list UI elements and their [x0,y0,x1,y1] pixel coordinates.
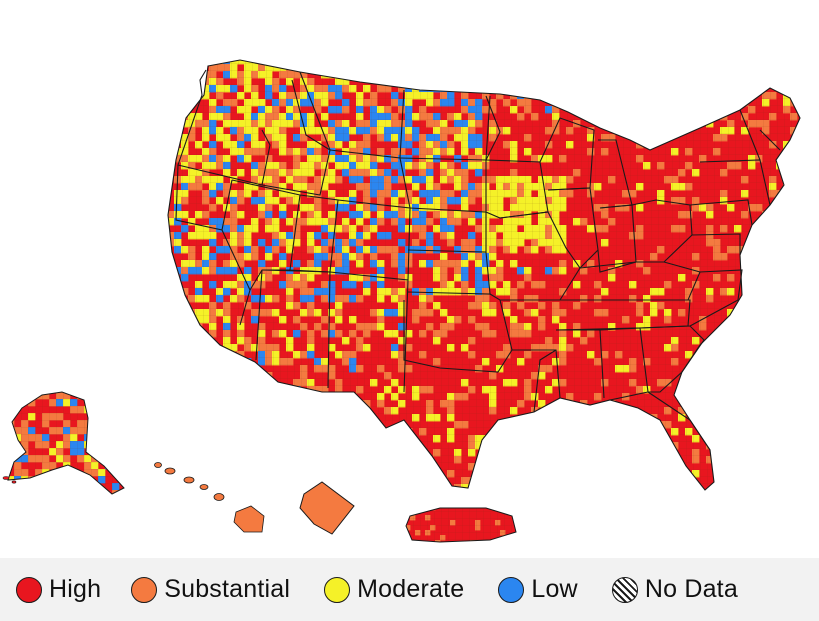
legend-item-high[interactable]: High [16,575,101,604]
state-borders [167,59,801,491]
puerto-rico-region [406,508,516,542]
alaska-outline [7,391,125,495]
guam-region [300,482,354,534]
legend-label-no-data: No Data [644,575,738,603]
moderate-circle-icon [324,576,351,603]
alaska-region [8,392,124,494]
us-county-map [2,59,801,543]
legend-item-substantial[interactable]: Substantial [131,575,290,604]
map-legend: High Substantial Moderate Low No Data [0,558,819,621]
legend-label-substantial: Substantial [164,575,291,603]
high-circle-icon [16,576,42,603]
legend-item-no-data[interactable]: No Data [611,575,738,604]
legend-item-moderate[interactable]: Moderate [324,575,464,604]
low-circle-icon [498,576,525,603]
hawaii-islands [154,462,265,533]
substantial-circle-icon [131,576,158,603]
hatched-circle-icon [611,576,638,603]
legend-label-low: Low [531,575,578,603]
legend-item-low[interactable]: Low [498,575,578,604]
guam-outline [299,481,355,535]
legend-label-high: High [49,575,102,603]
puerto-rico-outline [405,507,517,543]
aleutian-islands [2,476,17,484]
contiguous-us-region [168,60,800,490]
legend-label-moderate: Moderate [357,575,465,603]
